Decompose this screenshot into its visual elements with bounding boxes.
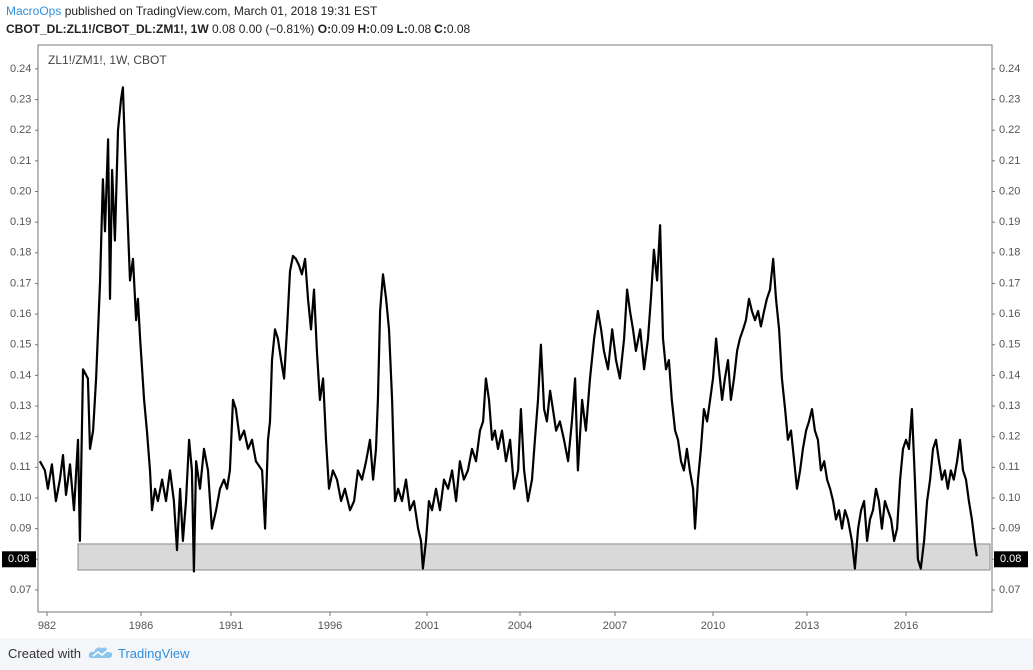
x-tick-label: 2007 [603,620,627,632]
y2-tick-label: 0.11 [999,461,1020,473]
plot-frame [37,44,993,613]
y-tick-label: 0.13 [10,400,31,412]
logo-icon [88,647,113,658]
y-tick-label: 0.11 [10,461,31,473]
y2-tick-label: 0.17 [999,277,1020,289]
support-zone [77,543,991,571]
y-tick-label: 0.23 [10,93,31,105]
y2-tick-label: 0.07 [999,584,1020,596]
x-tick-label: 2001 [415,620,439,632]
symbol: CBOT_DL:ZL1!/CBOT_DL:ZM1!, 1W [6,22,209,36]
brand[interactable]: TradingView [118,646,190,661]
legend-text: ZL1!/ZM1!, 1W, CBOT [48,53,167,67]
chart: ZL1!/ZM1!, 1W, CBOT 0.07 0.07 0.08 0.08 0.09… [2,44,1028,632]
y-tick-label: 0.09 [10,523,31,535]
x-tick-label: 982 [38,620,56,632]
y-tick-label: 0.15 [10,339,31,351]
ohlc-label: O: [317,22,332,36]
published: published on TradingView.com, March 01, … [64,4,378,18]
y2-tick-label: 0.23 [999,93,1020,105]
x-tick-label: 1996 [318,620,342,632]
header-line: MacroOps published on TradingView.com, M… [6,4,377,18]
y2-tick-label: 0.20 [999,185,1020,197]
y-tick-label: 0.18 [10,247,31,259]
y-tick-label: 0.21 [10,155,31,167]
footer: Created with TradingView [0,638,1033,670]
y2-tick-label: 0.16 [999,308,1020,320]
ohlc: O:0.09 H:0.09 L:0.08 C:0.08 [318,22,473,36]
author[interactable]: MacroOps [6,4,62,18]
ohlc-label: H: [357,22,371,36]
price-label-right-box [994,551,1028,568]
ohlc-value: 0.08 [446,22,471,36]
y2-tick-label: 0.13 [999,400,1020,412]
ohlc-label: C: [434,22,447,36]
x-tick-label: 2013 [795,620,819,632]
y2-tick-label: 0.15 [999,339,1020,351]
y-tick-label: 0.14 [10,369,31,381]
created-with: Created with [8,646,81,661]
x-tick-label: 1986 [129,620,153,632]
y2-tick-label: 0.21 [999,155,1020,167]
x-tick-label: 2004 [508,620,532,632]
y-tick-label: 0.16 [10,308,31,320]
y-tick-label: 0.07 [10,584,31,596]
y-tick-label: 0.20 [10,185,31,197]
price-label-right: 0.08 [1000,553,1021,565]
y-tick-label: 0.19 [10,216,31,228]
y2-tick-label: 0.22 [999,124,1020,136]
y-tick-label: 0.10 [10,492,31,504]
ohlc-value: 0.08 [407,22,432,36]
y-tick-label: 0.22 [10,124,31,136]
y2-tick-label: 0.10 [999,492,1020,504]
price-label-left-box [2,551,36,568]
x-tick-label: 2010 [701,620,725,632]
y2-tick-label: 0.14 [999,369,1020,381]
y2-tick-label: 0.24 [999,63,1020,75]
y2-tick-label: 0.18 [999,247,1020,259]
y2-tick-label: 0.12 [999,431,1020,443]
change: 0.08 0.00 (−0.81%) [212,22,315,36]
y-tick-label: 0.12 [10,431,31,443]
y-tick-label: 0.17 [10,277,31,289]
y2-tick-label: 0.19 [999,216,1020,228]
ohlc-value: 0.09 [370,22,394,36]
x-tick-label: 1991 [219,620,243,632]
ohlc-value: 0.09 [331,22,355,36]
x-tick-label: 2016 [894,620,918,632]
y2-tick-label: 0.09 [999,523,1020,535]
price-label-left: 0.08 [8,553,29,565]
y-tick-label: 0.24 [10,63,31,75]
price-line [38,86,978,573]
header-symbol-line: CBOT_DL:ZL1!/CBOT_DL:ZM1!, 1W 0.08 0.00 … [6,22,473,36]
ohlc-label: L: [396,22,408,36]
